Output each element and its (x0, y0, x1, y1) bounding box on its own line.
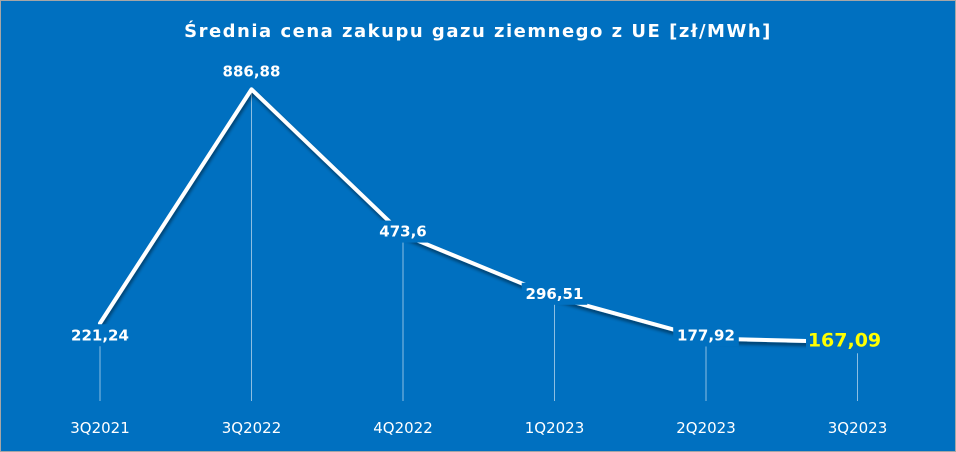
data-label-1: 886,88 (223, 62, 281, 80)
data-label-bg-2 (375, 220, 431, 243)
x-tick-label-3: 1Q2023 (525, 419, 585, 437)
x-tick-label-1: 3Q2022 (222, 419, 282, 437)
data-label-bg-0 (67, 324, 133, 347)
x-tick-label-2: 4Q2022 (373, 419, 433, 437)
data-label-bg-4 (673, 324, 739, 347)
x-tick-label-5: 3Q2023 (828, 419, 888, 437)
x-tick-label-4: 2Q2023 (676, 419, 736, 437)
data-label-bg-3 (521, 282, 588, 305)
chart-title: Średnia cena zakupu gazu ziemnego z UE [… (184, 21, 772, 42)
series-line (98, 87, 860, 345)
data-label-bg-5 (806, 327, 883, 354)
x-tick-label-0: 3Q2021 (70, 419, 130, 437)
data-label-4: 177,92 (677, 326, 735, 344)
data-label-0: 221,24 (71, 326, 129, 344)
data-label-5: 167,09 (808, 329, 881, 351)
data-label-3: 296,51 (526, 285, 584, 303)
data-label-bg-1 (218, 60, 285, 83)
data-label-2: 473,6 (379, 223, 426, 241)
